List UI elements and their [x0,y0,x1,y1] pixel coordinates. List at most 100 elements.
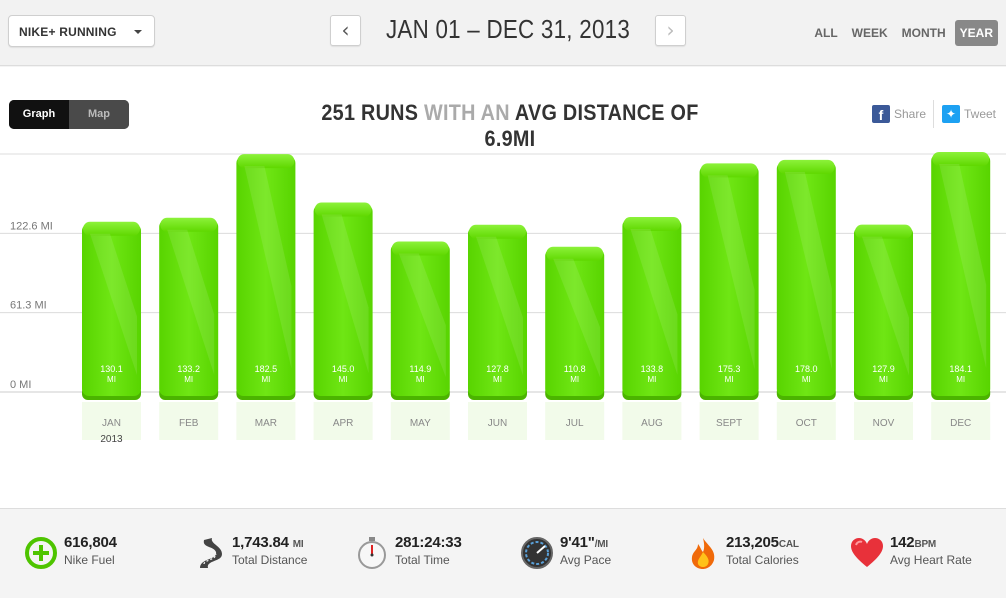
top-bar: NIKE+ RUNNING ‹ JAN 01 – DEC 31, 2013 › … [0,0,1006,66]
twitter-icon: ✦ [942,105,960,123]
x-category-label: MAR [255,418,277,429]
stat-avg-heart-rate: 142BPM Avg Heart Rate [850,534,972,570]
x-category-label: APR [333,418,354,429]
total-time-label: Total Time [395,553,450,567]
x-category-label: FEB [179,418,199,429]
stat-avg-pace: 9'41"/MI Avg Pace [520,534,611,570]
bar-highlight [862,236,909,376]
app-selector-dropdown[interactable]: NIKE+ RUNNING [8,15,155,47]
bar [776,161,836,396]
bar-unit-label: MI [647,375,656,384]
bar-cap [160,217,218,232]
bar-reflection [390,402,450,440]
runs-summary-headline: 251 RUNS WITH AN AVG DISTANCE OF 6.9MI [312,100,708,152]
x-category-label: NOV [873,418,895,429]
total-distance-label: Total Distance [232,553,308,567]
bar-highlight [784,171,832,369]
tab-all[interactable]: ALL [814,26,838,40]
bar [313,204,373,396]
bar-cap [546,246,604,261]
stat-total-calories: 213,205CAL Total Calories [686,534,799,570]
bar-reflection [699,402,759,440]
stopwatch-icon [358,537,386,569]
previous-period-button[interactable]: ‹ [330,15,361,46]
bar [622,219,682,396]
bar [854,226,913,396]
tab-week[interactable]: WEEK [851,26,888,40]
bar-cap [83,221,140,236]
bar-cap [469,224,526,239]
x-category-label: MAY [410,418,431,429]
chart-panel: Graph Map 251 RUNS WITH AN AVG DISTANCE … [0,67,1006,508]
next-period-button[interactable]: › [655,15,686,46]
stat-nike-fuel: 616,804 Nike Fuel [24,534,117,570]
bar-highlight [939,164,987,369]
bar-reflection [468,402,527,440]
x-category-label: JUN [488,418,507,429]
x-category-label: SEPT [716,418,742,429]
bar-highlight [90,233,137,376]
bar-value-label: 133.2 [177,364,200,374]
bar-unit-label: MI [956,375,965,384]
avg-pace-unit: /MI [594,539,609,550]
graph-view-button[interactable]: Graph [9,100,69,129]
bar-reflection [776,402,836,440]
nike-fuel-value: 616,804 [64,534,117,551]
share-divider [933,100,934,128]
bar-cap [623,217,681,232]
bar-value-label: 182.5 [255,364,278,374]
x-category-label: JUL [566,418,584,429]
nike-fuel-icon [25,537,57,569]
bar [545,248,605,396]
bar [699,165,759,396]
speedometer-icon [521,537,553,569]
bar-value-label: 178.0 [795,364,818,374]
bar [82,223,141,396]
headline-runs: 251 RUNS [321,100,419,125]
totals-bar: 616,804 Nike Fuel 1,743.84 MI Total Dist… [0,508,1006,598]
tab-year[interactable]: YEAR [954,20,998,46]
bar-reflection [159,402,219,440]
bar-reflection [82,402,141,440]
avg-heart-rate-value: 142 [890,534,915,551]
bar-reflection [931,402,991,440]
bar-cap [777,159,835,174]
date-range-title: JAN 01 – DEC 31, 2013 [385,14,631,44]
facebook-share-button[interactable]: f Share [872,105,926,123]
bar [236,156,296,396]
bar-value-label: 175.3 [718,364,741,374]
bar-value-label: 133.8 [641,364,664,374]
x-category-label: DEC [950,418,971,429]
heart-icon [851,538,883,567]
bar-highlight [321,214,369,374]
bar-unit-label: MI [184,375,193,384]
map-view-button[interactable]: Map [69,100,129,129]
bar-reflection [622,402,682,440]
avg-pace-label: Avg Pace [560,553,612,567]
bar-unit-label: MI [416,375,425,384]
bar-highlight [398,253,446,378]
total-distance-value: 1,743.84 [232,534,289,551]
bar-unit-label: MI [493,375,502,384]
avg-pace-value: 9'41" [560,534,595,551]
tab-month[interactable]: MONTH [901,26,946,40]
bar-unit-label: MI [570,375,579,384]
avg-heart-rate-unit: BPM [914,539,937,550]
bar-value-label: 145.0 [332,364,355,374]
bar-highlight [476,236,523,376]
chevron-left-icon: ‹ [341,18,350,42]
bar [390,243,450,396]
x-category-label: JAN [102,418,121,429]
stat-total-time: 281:24:33 Total Time [355,534,462,570]
x-year-label: 2013 [100,434,123,445]
chevron-right-icon: › [666,18,675,42]
bar [931,154,991,396]
twitter-tweet-button[interactable]: ✦ Tweet [942,105,996,123]
bar-highlight [244,166,292,369]
bar-value-label: 127.8 [486,364,509,374]
avg-heart-rate-label: Avg Heart Rate [890,553,972,567]
headline-connector: WITH AN [423,100,510,125]
flame-icon [691,538,715,569]
bar [159,219,219,396]
